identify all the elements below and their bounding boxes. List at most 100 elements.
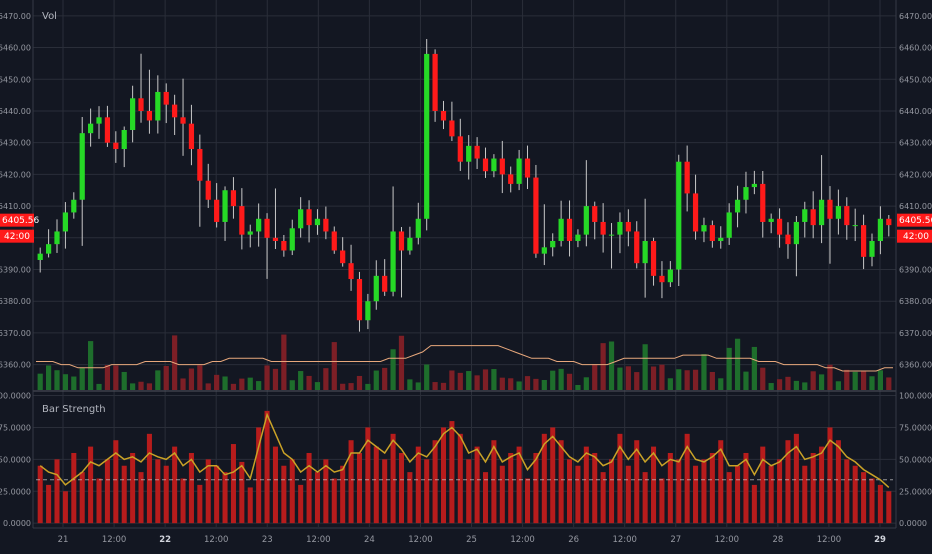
candle-body — [608, 234, 615, 236]
strength-bar — [214, 465, 220, 524]
volume-bar — [415, 382, 421, 390]
candle-body — [130, 98, 136, 130]
candle-body — [45, 244, 52, 254]
volume-bar — [541, 380, 547, 390]
volume-bar — [382, 367, 388, 390]
strength-tick-left: 50.0000 — [0, 455, 31, 464]
time-tick: 23 — [262, 535, 273, 545]
price-tick-right: 6410.00 — [899, 202, 932, 211]
strength-tick-left: 100.0000 — [0, 392, 31, 401]
volume-bar — [79, 367, 85, 390]
candle-body — [625, 221, 631, 232]
volume-bar — [785, 376, 791, 390]
strength-bar — [415, 446, 421, 524]
volume-bar — [440, 382, 447, 390]
volume-bar — [600, 343, 606, 390]
candle-body — [650, 240, 657, 276]
candle-body — [138, 98, 144, 111]
time-tick: 12:00 — [817, 535, 842, 545]
volume-badge-left: 42:00 — [0, 229, 34, 243]
strength-bar — [256, 427, 262, 524]
volume-bar — [818, 374, 825, 390]
strength-bar — [146, 433, 152, 524]
volume-badge-right: 42:00 — [897, 229, 932, 243]
strength-bar — [743, 452, 749, 524]
volume-bar — [676, 369, 682, 390]
candle-body — [104, 117, 111, 143]
bar-strength-line — [39, 412, 890, 488]
volume-bar — [550, 370, 556, 390]
volume-bar — [180, 378, 186, 390]
strength-axis-labels[interactable]: 0.0000 0.0000 25.0000 25.0000 50.0000 50.0000… — [0, 392, 932, 529]
strength-bar — [709, 452, 715, 524]
strength-bar — [281, 465, 287, 524]
candle-body — [382, 275, 388, 292]
strength-bar — [558, 440, 564, 524]
time-tick: 25 — [466, 535, 477, 545]
indicator-pane-label[interactable]: Bar Strength — [42, 404, 106, 415]
volume-bar — [482, 369, 489, 390]
volume-bar — [776, 379, 783, 390]
volume-bar — [457, 372, 463, 390]
candle-body — [701, 225, 707, 232]
candle-body — [289, 228, 295, 251]
strength-bar — [726, 472, 732, 524]
candle-body — [306, 209, 312, 226]
strength-bar — [348, 440, 354, 524]
candle-body — [827, 199, 833, 219]
strength-bar — [457, 433, 463, 524]
volume-bar — [659, 364, 665, 390]
candle-body — [424, 53, 430, 219]
time-axis-labels[interactable]: 21 12:00 22 12:00 23 12:00 24 12:00 25 12:00 26 12:… — [58, 535, 886, 545]
volume-bar — [239, 378, 245, 390]
strength-tick-left: 0.0000 — [3, 519, 31, 528]
volume-bar — [314, 382, 321, 390]
candle-body — [785, 234, 791, 245]
candle-body — [558, 218, 564, 241]
candle-body — [575, 234, 581, 241]
volume-bar — [306, 375, 312, 390]
strength-bar — [62, 491, 68, 524]
volume-bar — [793, 380, 799, 390]
candle-body — [180, 117, 186, 124]
candle-body — [734, 199, 741, 213]
strength-bar — [600, 472, 606, 524]
strength-bar — [314, 472, 320, 524]
main-pane-label[interactable]: Vol — [42, 11, 57, 22]
strength-bar — [180, 478, 186, 524]
strength-tick-left: 25.0000 — [0, 487, 31, 496]
candle-body — [230, 190, 237, 207]
candle-body — [79, 133, 85, 200]
candle-body — [96, 117, 102, 124]
candle-body — [365, 301, 371, 321]
volume-bar — [188, 368, 195, 390]
price-tick-right: 6460.00 — [899, 44, 932, 53]
volume-bar — [37, 373, 43, 390]
strength-bar — [230, 444, 236, 524]
strength-bar — [575, 465, 581, 524]
strength-bar — [113, 440, 119, 524]
volume-bar — [247, 377, 253, 390]
strength-bar — [592, 452, 598, 524]
price-tick-left: 6430.00 — [0, 139, 31, 148]
volume-bar — [96, 383, 102, 390]
strength-tick-right: 100.0000 — [899, 392, 932, 401]
candle-body — [188, 123, 195, 150]
price-tick-right: 6430.00 — [899, 139, 932, 148]
strength-bar — [827, 427, 833, 524]
volume-bar — [558, 368, 564, 390]
volume-bar — [802, 382, 808, 390]
volume-bar — [667, 378, 673, 390]
candle-body — [802, 209, 808, 222]
volume-bar — [424, 364, 430, 390]
strength-bar — [306, 452, 312, 524]
price-tick-left: 6420.00 — [0, 170, 31, 179]
price-badge-left-text: 6405.56 — [2, 216, 39, 226]
price-badge-right: 6405.56 — [897, 213, 932, 227]
candle-body — [172, 104, 178, 118]
volume-bar — [760, 367, 766, 390]
strength-bar — [651, 446, 657, 524]
volume-bar — [684, 370, 690, 390]
